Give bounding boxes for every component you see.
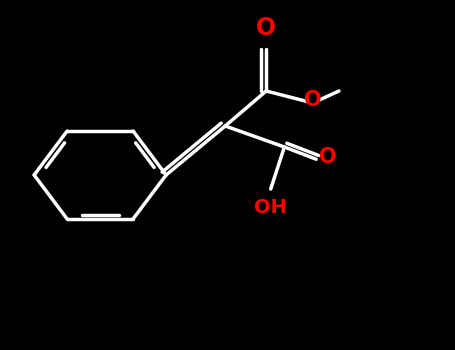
Text: OH: OH — [254, 198, 287, 217]
Text: O: O — [256, 16, 276, 40]
Text: O: O — [319, 147, 336, 168]
Text: O: O — [304, 90, 321, 110]
